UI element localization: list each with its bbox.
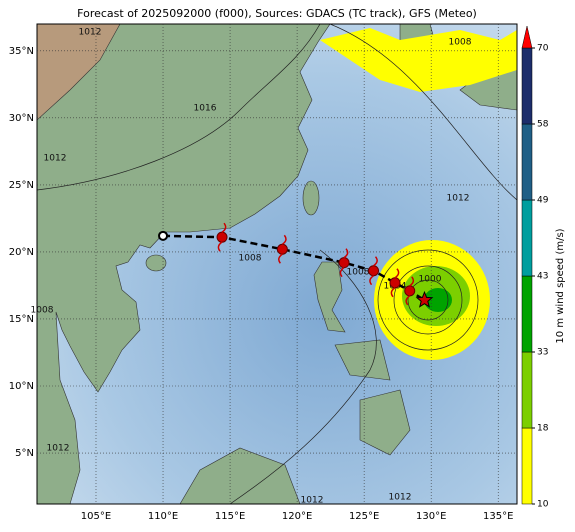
wind-area-north xyxy=(320,28,517,92)
lon-tick-label: 130°E xyxy=(416,511,446,522)
track-point xyxy=(404,285,416,297)
contour-label: 1012 xyxy=(447,194,470,204)
colorbar-tick-label: 33 xyxy=(537,348,548,358)
track-point xyxy=(216,231,228,243)
lat-tick-label: 35°N xyxy=(9,46,34,57)
map-area xyxy=(37,24,517,504)
lat-tick-label: 5°N xyxy=(15,448,34,459)
borneo xyxy=(179,447,301,504)
lat-tick-label: 25°N xyxy=(9,180,34,191)
lon-tick-label: 105°E xyxy=(81,511,111,522)
colorbar-tick-label: 58 xyxy=(537,120,549,130)
storm-symbol xyxy=(217,222,227,252)
lat-tick-label: 20°N xyxy=(9,247,34,258)
lon-tick-label: 110°E xyxy=(148,511,178,522)
storm-symbol xyxy=(278,234,287,264)
storm-symbol xyxy=(405,276,415,306)
storm-symbol xyxy=(369,256,378,286)
track-point xyxy=(338,257,350,269)
colorbar-band xyxy=(521,351,533,429)
colorbar-band xyxy=(521,47,533,125)
contour-label: 1012 xyxy=(44,154,67,164)
track-point xyxy=(368,265,380,277)
track-point xyxy=(158,230,169,241)
contour-label: 1008 xyxy=(347,268,370,278)
storm-center xyxy=(415,290,434,308)
colorbar-label: 10 m wind speed (m/s) xyxy=(555,228,566,343)
contour-label: 1000 xyxy=(419,275,442,285)
mindanao xyxy=(359,389,411,456)
lat-tick-label: 15°N xyxy=(9,314,34,325)
colorbar-tick-label: 49 xyxy=(537,196,549,206)
lat-tick-label: 30°N xyxy=(9,113,34,124)
track-line xyxy=(163,234,426,302)
contour-label: 1012 xyxy=(301,496,324,506)
contour-label: 1008 xyxy=(449,38,472,48)
contour-label: 1016 xyxy=(194,104,217,114)
contour-label: 1012 xyxy=(79,28,102,38)
luzon xyxy=(313,261,346,333)
map-title: Forecast of 2025092000 (f000), Sources: … xyxy=(77,7,477,20)
colorbar-band xyxy=(521,427,533,505)
hainan xyxy=(145,254,167,272)
mainland-asia xyxy=(37,24,331,504)
colorbar-tick-label: 70 xyxy=(537,44,549,54)
contour-label: 1008 xyxy=(31,306,54,316)
colorbar-band xyxy=(521,123,533,201)
colorbar-band xyxy=(521,199,533,277)
colorbar-tick-label: 43 xyxy=(537,272,548,282)
track-point xyxy=(389,277,401,289)
lon-tick-label: 135°E xyxy=(483,511,513,522)
lon-tick-label: 125°E xyxy=(349,511,379,522)
isobars xyxy=(37,24,517,504)
map-frame xyxy=(36,23,518,505)
contour-label: 1012 xyxy=(47,444,70,454)
lon-tick-label: 120°E xyxy=(282,511,312,522)
contour-label: 1008 xyxy=(239,254,262,264)
lat-tick-label: 10°N xyxy=(9,381,34,392)
colorbar-tick-label: 18 xyxy=(537,424,549,434)
colorbar-band xyxy=(521,275,533,353)
storm-symbol xyxy=(339,248,349,278)
taiwan xyxy=(302,180,320,216)
colorbar-tick-label: 10 xyxy=(537,500,549,510)
highlands xyxy=(37,24,121,121)
colorbar-extend xyxy=(521,25,533,49)
contour-label: 1012 xyxy=(389,493,412,503)
storm-symbol xyxy=(390,268,400,298)
lon-tick-label: 115°E xyxy=(215,511,245,522)
track-point xyxy=(276,243,288,255)
